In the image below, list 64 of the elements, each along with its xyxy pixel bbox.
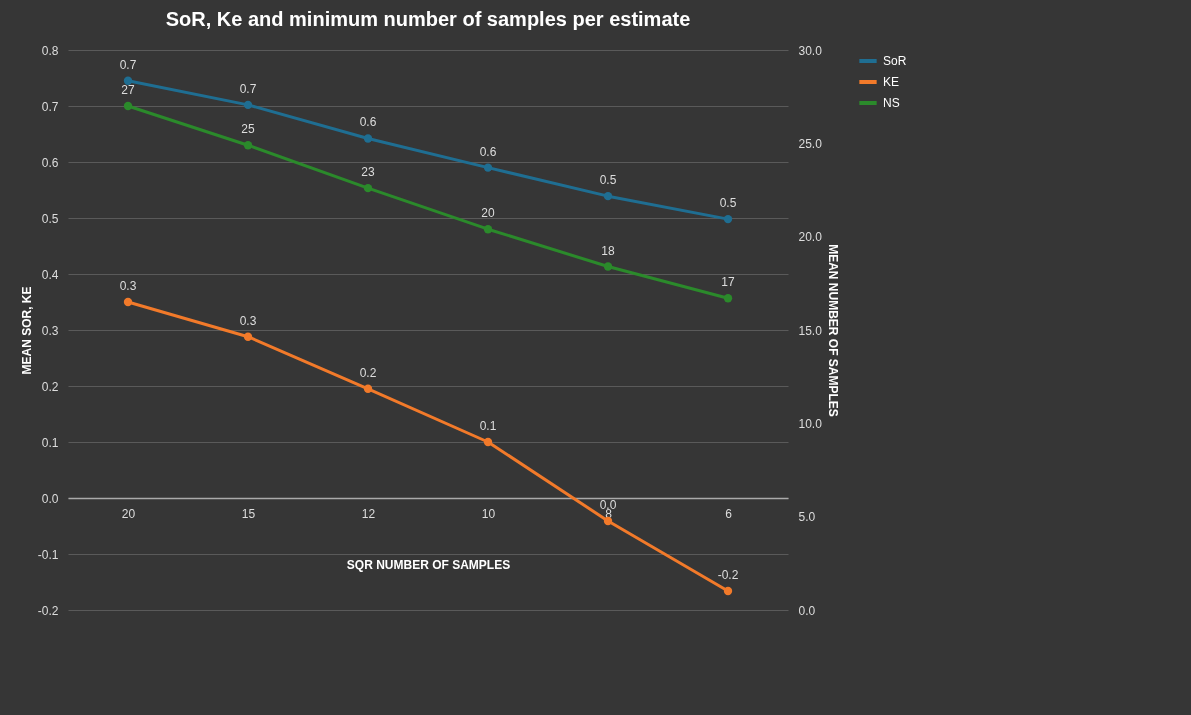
y2-tick-label: 10.0 <box>798 416 823 431</box>
y-tick-label: 0.8 <box>41 43 59 58</box>
point <box>723 586 733 596</box>
point <box>243 141 253 150</box>
data-label: 0.3 <box>119 279 137 293</box>
data-label: 18 <box>601 243 615 258</box>
y2-tick-label: 5.0 <box>798 510 816 525</box>
x-tick-label: 6 <box>725 506 733 521</box>
data-label: 20 <box>481 206 495 221</box>
x-tick-label: 10 <box>481 506 496 521</box>
point <box>363 183 373 193</box>
point <box>123 101 133 111</box>
point <box>723 214 733 224</box>
point <box>363 134 373 143</box>
y2-tick-label: 15.0 <box>798 323 823 338</box>
data-label: 25 <box>241 122 255 137</box>
data-label: 0.7 <box>239 81 257 96</box>
point <box>363 384 373 393</box>
data-label: 23 <box>361 165 375 180</box>
y-tick-label: -0.1 <box>37 547 59 562</box>
legend-label: KE <box>883 75 900 89</box>
point <box>483 437 493 447</box>
data-label: 0.3 <box>239 313 257 328</box>
y2-axis-title: MEAN NUMBER OF SAMPLES <box>825 244 840 417</box>
y-tick-label: 0.3 <box>41 323 59 338</box>
y-tick-label: 0.5 <box>41 211 59 226</box>
data-label: 0.6 <box>479 144 497 159</box>
data-label: 0.5 <box>599 173 617 188</box>
chart-title: SoR, Ke and minimum number of samples per estimate <box>165 8 691 30</box>
y2-tick-label: 0.0 <box>798 603 816 618</box>
point <box>603 262 613 271</box>
data-label: 17 <box>721 275 735 290</box>
point <box>123 76 133 85</box>
y2-tick-label: 25.0 <box>798 136 823 151</box>
data-label: 0.7 <box>119 57 137 72</box>
data-label: -0.2 <box>717 567 739 582</box>
x-tick-label: 12 <box>361 506 376 521</box>
data-label: 27 <box>121 83 135 97</box>
point <box>243 332 253 341</box>
y2-tick-label: 20.0 <box>798 230 823 245</box>
y-tick-label: -0.2 <box>37 603 59 618</box>
point <box>483 163 493 172</box>
data-label: 0.6 <box>359 115 377 130</box>
y-axis-title: MEAN SOR, KE <box>19 286 34 375</box>
x-tick-label: 20 <box>121 506 136 521</box>
data-label: 0.2 <box>359 365 377 380</box>
point <box>123 297 133 307</box>
y-tick-label: 0.0 <box>41 491 59 506</box>
y-tick-label: 0.1 <box>41 435 59 450</box>
data-label: 0.5 <box>719 196 737 211</box>
y-tick-label: 0.4 <box>41 267 59 282</box>
y-tick-label: 0.7 <box>41 99 59 114</box>
y2-tick-label: 30.0 <box>798 43 823 58</box>
point <box>243 100 253 110</box>
y-tick-label: 0.6 <box>41 155 59 170</box>
legend-label: NS <box>883 96 900 110</box>
point <box>483 225 493 234</box>
point <box>723 294 733 303</box>
y-tick-label: 0.2 <box>41 379 59 394</box>
data-label: 0.1 <box>479 419 497 433</box>
legend-label: SoR <box>883 54 907 68</box>
x-tick-label: 15 <box>241 506 256 521</box>
point <box>603 191 613 201</box>
x-axis-title: SQR NUMBER OF SAMPLES <box>346 557 511 572</box>
